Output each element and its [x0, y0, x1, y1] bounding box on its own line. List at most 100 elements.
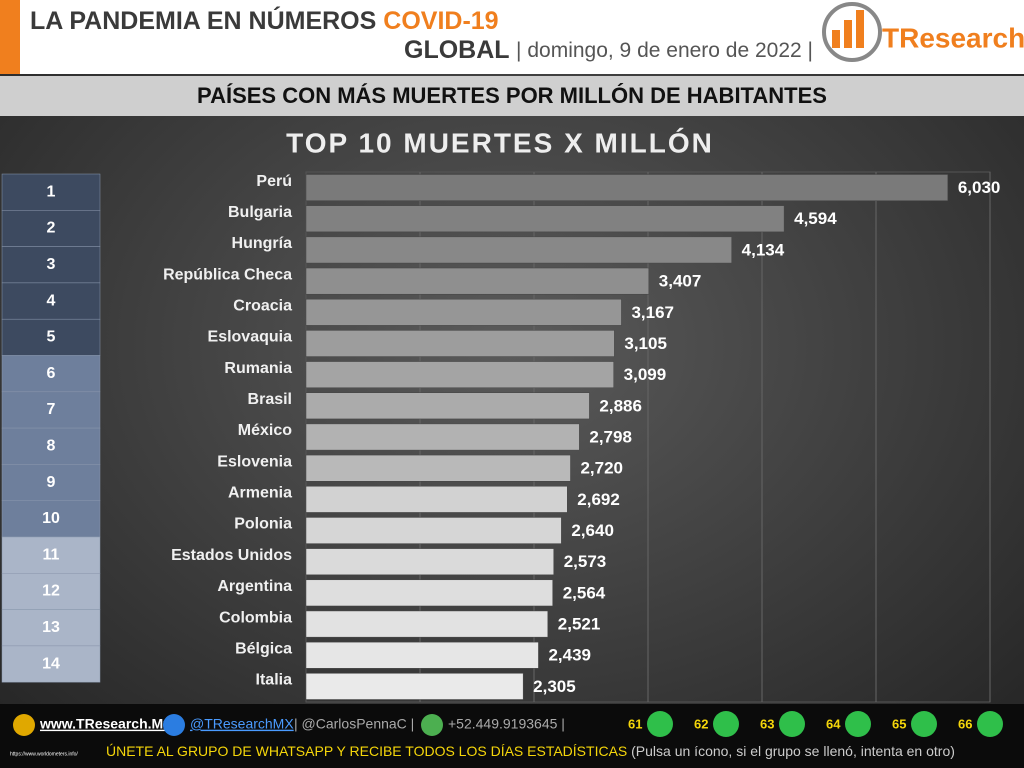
value-label: 2,692 — [577, 490, 620, 509]
bar — [305, 641, 539, 669]
bar — [305, 673, 524, 700]
header-scope: GLOBAL | domingo, 9 de enero de 2022 | — [404, 36, 813, 64]
website[interactable]: www.TResearch.Mx — [39, 716, 171, 732]
whatsapp-icon[interactable] — [713, 711, 739, 737]
rank-label: 5 — [47, 329, 56, 346]
cta-main: ÚNETE AL GRUPO DE WHATSAPP Y RECIBE TODO… — [106, 743, 627, 759]
bar — [305, 423, 580, 451]
logo-bar — [856, 10, 864, 48]
title-highlight: COVID-19 — [383, 7, 498, 35]
logo-bar — [844, 20, 852, 48]
subtitle-band — [0, 76, 1024, 116]
value-label: 3,407 — [659, 272, 702, 291]
cta: ÚNETE AL GRUPO DE WHATSAPP Y RECIBE TODO… — [106, 743, 955, 759]
bar — [305, 205, 785, 233]
category-label: Colombia — [219, 609, 292, 626]
rank-label: 3 — [47, 256, 56, 273]
rank-label: 13 — [42, 619, 60, 636]
value-label: 2,305 — [533, 677, 576, 696]
bar — [305, 579, 553, 607]
rank-box — [1, 464, 101, 501]
bar — [305, 517, 562, 544]
value-label: 2,439 — [548, 646, 591, 665]
rank-box — [1, 573, 101, 610]
group-number: 63 — [760, 716, 774, 731]
twitter2: | @CarlosPennaC | — [294, 716, 414, 732]
category-label: México — [238, 422, 292, 439]
group-number: 64 — [826, 716, 841, 731]
category-label: República Checa — [163, 266, 292, 283]
group-number: 65 — [892, 716, 906, 731]
bar — [305, 174, 949, 201]
value-label: 2,720 — [580, 459, 623, 478]
bar — [305, 236, 732, 264]
value-label: 2,640 — [571, 521, 614, 540]
rank-label: 4 — [47, 292, 56, 309]
twitter[interactable]: @TResearchMX — [190, 716, 294, 732]
bar — [305, 330, 615, 357]
category-label: Estados Unidos — [171, 547, 292, 564]
cta-note: (Pulsa un ícono, si el grupo se llenó, i… — [631, 743, 955, 759]
whatsapp-icon[interactable] — [647, 711, 673, 737]
whatsapp-icon[interactable] — [779, 711, 805, 737]
whatsapp-icon[interactable] — [845, 711, 871, 737]
value-label: 4,594 — [794, 209, 837, 228]
rank-box — [1, 500, 101, 538]
category-label: Bélgica — [235, 640, 292, 657]
logo-text: TResearch — [882, 22, 1024, 53]
category-label: Eslovaquia — [208, 329, 293, 346]
scope: GLOBAL — [404, 36, 509, 64]
category-label: Rumania — [224, 360, 292, 377]
group-number: 61 — [628, 716, 642, 731]
rank-label: 11 — [43, 546, 60, 563]
bar — [305, 454, 571, 482]
rank-label: 12 — [42, 583, 60, 600]
bar — [305, 267, 650, 295]
rank-label: 7 — [47, 401, 56, 418]
value-label: 2,886 — [599, 396, 642, 415]
category-label: Argentina — [217, 578, 292, 595]
category-label: Brasil — [248, 391, 292, 408]
category-label: Eslovenia — [217, 453, 292, 470]
logo-bar — [832, 30, 840, 48]
logo-ring — [822, 2, 882, 62]
bar — [305, 610, 549, 638]
value-label: 3,105 — [624, 334, 667, 353]
category-label: Armenia — [228, 485, 292, 502]
rank-box — [1, 318, 101, 356]
value-label: 6,030 — [958, 178, 1001, 197]
date: | domingo, 9 de enero de 2022 | — [516, 39, 813, 62]
chart-title: TOP 10 MUERTES X MILLÓN — [286, 127, 714, 158]
bar — [305, 548, 554, 576]
whatsapp-icon[interactable] — [911, 711, 937, 737]
category-label: Italia — [256, 672, 293, 689]
value-label: 2,521 — [558, 615, 601, 634]
value-label: 2,573 — [564, 552, 607, 571]
title-main: LA PANDEMIA EN NÚMEROS — [30, 5, 376, 35]
rank-box — [1, 355, 101, 393]
rank-label: 14 — [42, 655, 60, 672]
rank-label: 6 — [47, 365, 56, 382]
value-label: 2,564 — [563, 583, 606, 602]
rank-box — [1, 645, 101, 683]
bar — [305, 486, 568, 513]
category-label: Croacia — [233, 298, 292, 315]
header-title: LA PANDEMIA EN NÚMEROS COVID-19 — [30, 5, 499, 35]
source: https://www.worldometers.info/ — [10, 751, 78, 757]
value-label: 3,099 — [624, 365, 667, 384]
bar — [305, 298, 622, 326]
phone: +52.449.9193645 | — [448, 716, 565, 732]
rank-box — [1, 391, 101, 429]
group-number: 62 — [694, 716, 708, 731]
rank-box — [1, 536, 101, 574]
value-label: 3,167 — [631, 303, 674, 322]
subtitle: PAÍSES CON MÁS MUERTES POR MILLÓN DE HAB… — [197, 83, 827, 108]
rank-box — [1, 609, 101, 647]
rank-label: 9 — [47, 474, 56, 491]
rank-label: 8 — [47, 437, 56, 454]
category-label: Bulgaria — [228, 204, 292, 221]
phone-icon — [421, 714, 443, 736]
rank-label: 1 — [47, 183, 56, 200]
whatsapp-icon[interactable] — [977, 711, 1003, 737]
